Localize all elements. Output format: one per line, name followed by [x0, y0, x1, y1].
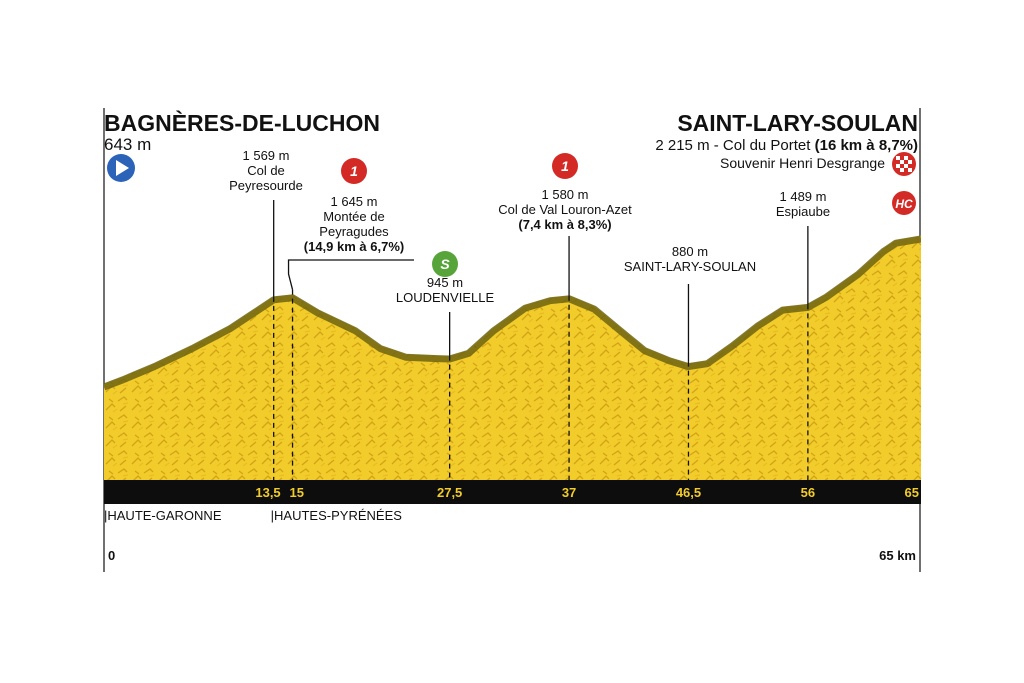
finish-souvenir-line: Souvenir Henri Desgrange — [720, 155, 885, 171]
axis-end-label: 65 km — [879, 548, 916, 563]
climb-category-badge-3: 1 — [552, 153, 578, 179]
badge-label-2: S — [440, 256, 450, 272]
summit-2-line-0: 945 m — [427, 275, 463, 290]
summit-5-line-1: Espiaube — [776, 204, 830, 219]
summit-4-line-0: 880 m — [672, 244, 708, 259]
finish-checkered-flag-icon — [892, 152, 916, 176]
axis-start-label: 0 — [108, 548, 115, 563]
km-tick-0: 13,5 — [255, 485, 280, 500]
sprint-badge-2: S — [432, 251, 458, 277]
km-axis-bar — [104, 480, 921, 504]
summit-0-line-2: Peyresourde — [229, 178, 303, 193]
department-label-1: |HAUTES-PYRÉNÉES — [271, 508, 403, 523]
finish-summit-line: 2 215 m - Col du Portet (16 km à 8,7%) — [655, 137, 918, 154]
summit-0-line-0: 1 569 m — [243, 148, 290, 163]
km-tick-3: 37 — [562, 485, 576, 500]
summit-2-line-1: LOUDENVIELLE — [396, 290, 495, 305]
badge-label-3: 1 — [561, 158, 569, 174]
climb-category-badge-1: 1 — [341, 158, 367, 184]
start-altitude: 643 m — [104, 135, 151, 154]
terrain-group — [104, 235, 921, 480]
summit-0-line-1: Col de — [247, 163, 285, 178]
elevation-profile-area — [104, 236, 921, 480]
badge-label-1: 1 — [350, 163, 358, 179]
summit-1-line-0: 1 645 m — [331, 194, 378, 209]
km-tick-5: 56 — [801, 485, 815, 500]
km-tick-4: 46,5 — [676, 485, 701, 500]
summit-1-line-2: Peyragudes — [319, 224, 389, 239]
finish-hc-badge-label: HC — [895, 197, 913, 211]
department-label-0: |HAUTE-GARONNE — [104, 508, 222, 523]
km-tick-2: 27,5 — [437, 485, 462, 500]
elevation-profile-ridge — [104, 235, 921, 391]
finish-hc-badge: HC — [892, 191, 916, 215]
summit-guide-lines — [273, 200, 809, 480]
finish-town-name: SAINT-LARY-SOULAN — [677, 110, 918, 136]
summit-5-line-0: 1 489 m — [780, 189, 827, 204]
km-tick-6: 65 — [905, 485, 919, 500]
summit-3-line-0: 1 580 m — [542, 187, 589, 202]
summit-1-line-1: Montée de — [323, 209, 384, 224]
km-tick-1: 15 — [290, 485, 304, 500]
summit-4-line-1: SAINT-LARY-SOULAN — [624, 259, 756, 274]
finish-summit-gradient: (16 km à 8,7%) — [815, 137, 918, 154]
summit-1-gradient: (14,9 km à 6,7%) — [304, 239, 404, 254]
finish-summit-plain: 2 215 m - Col du Portet — [655, 137, 814, 154]
summit-3-gradient: (7,4 km à 8,3%) — [518, 217, 611, 232]
start-town-name: BAGNÈRES-DE-LUCHON — [104, 109, 380, 136]
start-play-icon — [107, 154, 135, 182]
department-labels: |HAUTE-GARONNE |HAUTES-PYRÉNÉES — [104, 508, 402, 523]
km-tick-labels: 13,5 15 27,5 37 46,5 56 65 — [255, 485, 919, 500]
summit-leader-line-1 — [287, 259, 414, 290]
summit-3-line-1: Col de Val Louron-Azet — [498, 202, 632, 217]
